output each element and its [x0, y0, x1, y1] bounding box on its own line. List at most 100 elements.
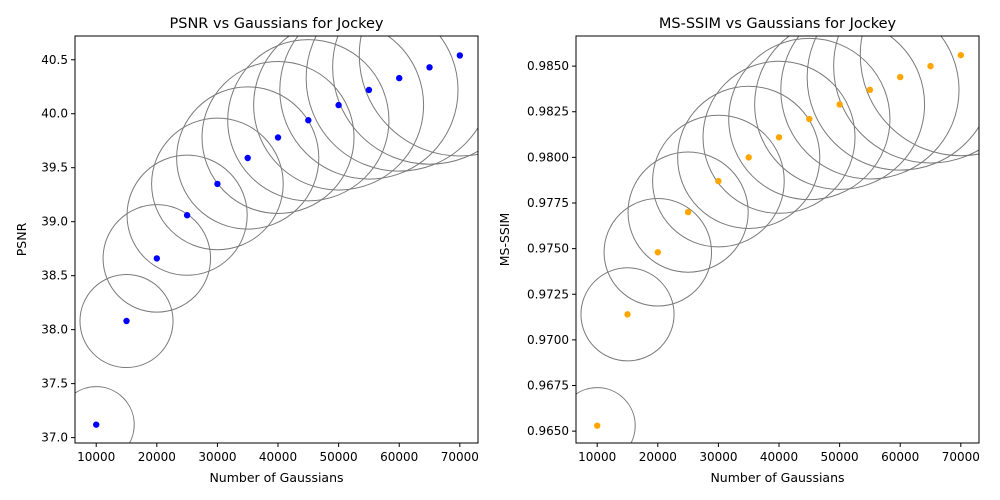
psnr-data-point [123, 317, 130, 325]
ms-ssim-bubble [754, 36, 926, 190]
psnr-data-point [426, 64, 433, 71]
ms-ssim-chart-title: MS-SSIM vs Gaussians for Jockey [659, 16, 897, 32]
psnr-bubble [227, 39, 390, 202]
ms-ssim-bubble [806, 36, 979, 171]
ms-ssim-data-point [654, 249, 662, 256]
ms-ssim-x-tick-label: 60000 [881, 450, 919, 464]
psnr-chart-title: PSNR vs Gaussians for Jockey [170, 16, 384, 32]
ms-ssim-data-point [897, 73, 904, 81]
psnr-y-axis-label: PSNR [14, 222, 29, 256]
ms-ssim-bubble [702, 60, 856, 214]
psnr-x-ticks: 10000 20000 30000 40000 50000 60000 70000 [77, 443, 479, 464]
ms-ssim-data-point [745, 154, 752, 161]
psnr-bubbles [75, 36, 478, 443]
psnr-y-tick-label: 39.5 [41, 161, 68, 175]
psnr-bubble [102, 204, 212, 313]
psnr-x-axis-label: Number of Gaussians [209, 470, 343, 485]
psnr-points [93, 52, 464, 428]
psnr-chart: PSNR vs Gaussians for Jockey 10000 20000 3… [14, 16, 479, 485]
psnr-plot-frame [74, 35, 479, 444]
psnr-x-tick-label: 60000 [380, 450, 418, 464]
psnr-x-tick-label: 20000 [138, 450, 176, 464]
psnr-x-tick-label: 30000 [198, 450, 236, 464]
psnr-y-tick-label: 37.0 [41, 431, 68, 445]
ms-ssim-bubble [627, 151, 749, 273]
psnr-bubble [75, 386, 135, 443]
ms-ssim-data-point [594, 422, 601, 429]
psnr-bubble [79, 273, 174, 369]
ms-ssim-x-tick-label: 70000 [942, 450, 980, 464]
psnr-data-point [214, 180, 221, 188]
ms-ssim-data-point [836, 101, 843, 108]
psnr-bubble [176, 86, 320, 230]
ms-ssim-chart: MS-SSIM vs Gaussians for Jockey 10000 200… [497, 16, 980, 485]
ms-ssim-x-tick-label: 10000 [578, 450, 616, 464]
ms-ssim-data-point [684, 208, 692, 216]
ms-ssim-x-tick-label: 30000 [699, 450, 737, 464]
psnr-x-tick-label: 50000 [320, 450, 358, 464]
psnr-y-tick-label: 40.5 [41, 53, 68, 67]
ms-ssim-plot-frame [575, 35, 980, 444]
ms-ssim-y-tick-label: 0.9825 [527, 105, 569, 119]
ms-ssim-x-tick-label: 40000 [760, 450, 798, 464]
ms-ssim-points [594, 51, 965, 429]
psnr-data-point [396, 74, 403, 82]
ms-ssim-data-point [927, 62, 934, 70]
psnr-data-point [183, 212, 191, 219]
psnr-bubble [253, 36, 425, 191]
ms-ssim-bubble [576, 387, 636, 443]
psnr-y-tick-label: 37.5 [41, 377, 68, 391]
ms-ssim-y-tick-label: 0.9725 [527, 287, 569, 301]
ms-ssim-bubble [603, 198, 713, 307]
ms-ssim-bubble [677, 85, 821, 229]
ms-ssim-data-point [806, 115, 813, 123]
psnr-data-point [305, 117, 312, 124]
psnr-y-ticks: 37.0 37.5 38.0 38.5 39.0 39.5 40.0 40.5 [41, 53, 75, 445]
ms-ssim-y-ticks: 0.9650 0.9675 0.9700 0.9725 0.9750 0.9775 0.98… [527, 59, 576, 438]
psnr-data-point [335, 101, 342, 109]
ms-ssim-x-tick-label: 20000 [639, 450, 677, 464]
psnr-bubble [126, 154, 248, 276]
ms-ssim-bubble [833, 36, 979, 164]
psnr-bubble [279, 36, 459, 180]
psnr-x-tick-label: 70000 [441, 450, 479, 464]
ms-ssim-data-point [775, 134, 783, 141]
ms-ssim-y-axis-label: MS-SSIM [497, 213, 512, 267]
ms-ssim-data-point [715, 177, 722, 185]
ms-ssim-bubble [728, 37, 891, 201]
ms-ssim-y-tick-label: 0.9700 [527, 333, 569, 347]
ms-ssim-data-point [624, 311, 631, 318]
ms-ssim-x-tick-label: 50000 [821, 450, 859, 464]
psnr-x-tick-label: 40000 [259, 450, 297, 464]
psnr-data-point [456, 52, 464, 59]
ms-ssim-bubble [780, 36, 960, 180]
psnr-data-point [93, 421, 100, 428]
psnr-y-tick-label: 38.5 [41, 269, 68, 283]
psnr-bubble [151, 117, 284, 251]
psnr-bubble [201, 60, 355, 214]
psnr-data-point [244, 154, 251, 162]
psnr-bubble [358, 36, 478, 157]
ms-ssim-bubble [859, 36, 979, 157]
psnr-bubble [332, 36, 478, 165]
psnr-y-tick-label: 38.0 [41, 323, 68, 337]
ms-ssim-bubble [580, 267, 675, 362]
ms-ssim-bubble [652, 114, 785, 248]
psnr-data-point [274, 134, 282, 141]
psnr-y-tick-label: 39.0 [41, 215, 68, 229]
ms-ssim-y-tick-label: 0.9750 [527, 242, 569, 256]
psnr-data-point [365, 86, 373, 94]
psnr-x-tick-label: 10000 [77, 450, 115, 464]
ms-ssim-y-tick-label: 0.9850 [527, 59, 569, 73]
ms-ssim-y-tick-label: 0.9675 [527, 379, 569, 393]
ms-ssim-data-point [957, 51, 965, 59]
psnr-bubble [305, 36, 478, 172]
ms-ssim-x-axis-label: Number of Gaussians [710, 470, 844, 485]
ms-ssim-bubbles [576, 36, 979, 443]
ms-ssim-data-point [866, 86, 874, 94]
ms-ssim-x-ticks: 10000 20000 30000 40000 50000 60000 70000 [578, 443, 980, 464]
ms-ssim-y-tick-label: 0.9775 [527, 196, 569, 210]
psnr-data-point [153, 255, 161, 262]
ms-ssim-y-tick-label: 0.9650 [527, 424, 569, 438]
